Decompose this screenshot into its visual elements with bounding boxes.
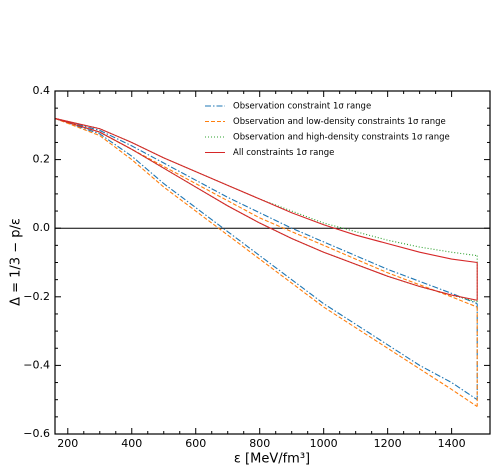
y-tick-label: 0.2 xyxy=(33,153,51,166)
series-line xyxy=(54,117,478,305)
series-line xyxy=(54,117,478,303)
x-axis-label: ε [MeV/fm³] xyxy=(234,452,310,467)
y-tick-label: 0.0 xyxy=(33,221,51,234)
series-line xyxy=(54,117,478,401)
y-tick-label: 0.4 xyxy=(33,84,51,97)
y-axis-label: Δ = 1/3 − p/ε xyxy=(9,218,24,306)
x-tick-label: 1000 xyxy=(310,437,338,450)
series-line xyxy=(54,117,478,257)
y-tick-label: −0.4 xyxy=(23,358,50,371)
series-line xyxy=(54,117,478,264)
x-tick-label: 1200 xyxy=(374,437,402,450)
series-line xyxy=(54,117,478,301)
legend-label: Observation and high-density constraints… xyxy=(233,133,450,143)
series-line xyxy=(54,117,478,408)
x-tick-label: 200 xyxy=(57,437,78,450)
x-tick-label: 1400 xyxy=(438,437,466,450)
y-tick-label: −0.2 xyxy=(23,290,50,303)
legend-label: Observation constraint 1σ range xyxy=(233,102,371,112)
x-tick-label: 600 xyxy=(185,437,206,450)
legend-label: Observation and low-density constraints … xyxy=(233,117,446,127)
legend-label: All constraints 1σ range xyxy=(233,148,334,158)
y-tick-label: −0.6 xyxy=(23,427,50,440)
x-tick-label: 400 xyxy=(121,437,142,450)
plot-frame xyxy=(54,90,491,435)
x-tick-label: 800 xyxy=(249,437,270,450)
